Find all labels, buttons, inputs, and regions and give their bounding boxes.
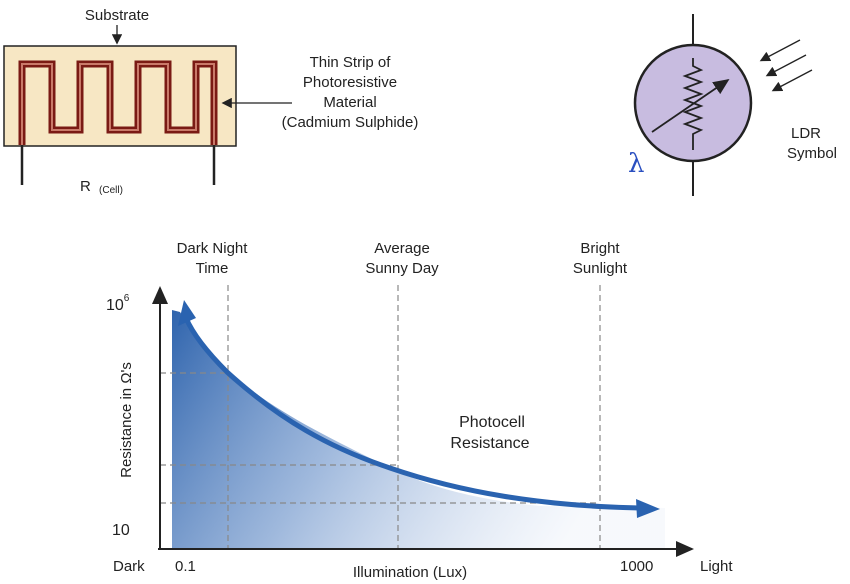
y-axis-label: Resistance in Ω's [118,362,135,478]
resistance-chart: Dark Night Time Average Sunny Day Bright… [106,240,733,581]
lambda-symbol: λ [628,149,644,179]
svg-text:Time: Time [196,260,229,277]
marker-label-dark-night: Dark Night Time [177,240,249,277]
svg-text:Photocell: Photocell [459,414,525,431]
r-cell-label: R (Cell) [80,178,123,196]
variable-arrow [651,78,730,133]
y-tick-top: 106 [106,293,130,314]
svg-text:Resistance: Resistance [450,435,529,452]
curve-arrowhead-right [636,499,660,518]
strip-label: Thin Strip of Photoresistive Material (C… [282,54,419,131]
svg-text:Material: Material [323,94,376,111]
x-axis-label: Illumination (Lux) [353,564,467,581]
marker-label-sunlight: Bright Sunlight [573,240,628,277]
x-left-word: Dark [113,558,145,575]
shaded-area [172,310,665,548]
curve-arrowhead-top [178,300,196,326]
x-tick-min: 0.1 [175,558,196,575]
photocell-resistance-curve [183,315,643,511]
photocell-construction: Substrate Thin Strip of Photoresistive M… [3,7,419,196]
svg-text:Sunlight: Sunlight [573,260,628,277]
svg-text:Thin Strip of: Thin Strip of [310,54,392,71]
symbol-label-line2: Symbol [787,145,837,162]
curve-label: Photocell Resistance [450,414,529,452]
x-tick-max: 1000 [620,558,653,575]
marker-label-sunny-day: Average Sunny Day [365,240,439,277]
ldr-symbol: λ LDR Symbol [628,14,837,196]
y-tick-bottom: 10 [112,522,130,539]
svg-text:Average: Average [374,240,430,257]
x-right-word: Light [700,558,733,575]
resistor-zigzag [682,58,704,150]
svg-text:Dark Night: Dark Night [177,240,249,257]
svg-text:Photoresistive: Photoresistive [303,74,397,91]
svg-text:Bright: Bright [580,240,620,257]
light-rays-icon [759,39,813,92]
substrate-label: Substrate [85,7,149,24]
svg-text:(Cadmium Sulphide): (Cadmium Sulphide) [282,114,419,131]
svg-text:Sunny Day: Sunny Day [365,260,439,277]
symbol-label-line1: LDR [791,125,821,142]
